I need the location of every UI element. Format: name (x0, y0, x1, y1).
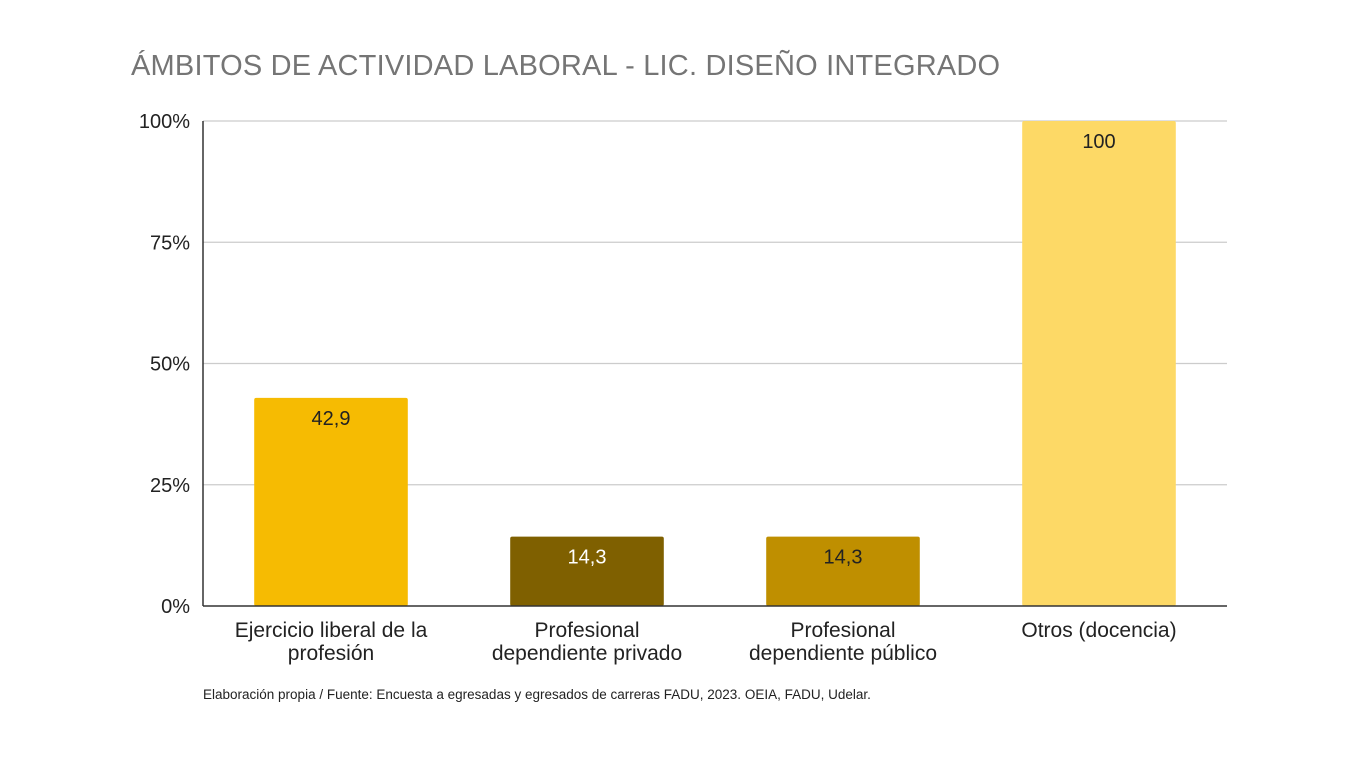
bar (766, 536, 920, 606)
data-label: 14,3 (568, 547, 607, 569)
x-axis-labels: Ejercicio liberal de la profesión Profesio… (235, 619, 1177, 665)
y-axis-ticks: 0% 25% 50% 75% 100% (139, 111, 190, 618)
bar (1022, 121, 1176, 606)
x-axis-label: Ejercicio liberal de la profesión (235, 619, 428, 665)
data-label: 100 (1082, 131, 1115, 153)
x-axis-label: Profesional dependiente privado (492, 619, 682, 665)
y-tick-label: 100% (139, 111, 190, 133)
x-axis-label: Profesional dependiente público (749, 619, 937, 665)
bar (254, 397, 408, 606)
y-tick-label: 25% (150, 475, 190, 497)
data-labels: 42,9 14,3 14,3 100 (312, 131, 1116, 569)
data-label: 14,3 (824, 547, 863, 569)
y-tick-label: 75% (150, 232, 190, 254)
bar (510, 536, 664, 606)
y-tick-label: 50% (150, 354, 190, 376)
y-tick-label: 0% (161, 596, 190, 618)
footnote: Elaboración propia / Fuente: Encuesta a … (203, 687, 871, 702)
chart-title: ÁMBITOS DE ACTIVIDAD LABORAL - LIC. DISE… (131, 50, 1001, 82)
data-label: 42,9 (312, 408, 351, 430)
bars (254, 121, 1176, 606)
x-axis-label: Otros (docencia) (1021, 619, 1176, 642)
